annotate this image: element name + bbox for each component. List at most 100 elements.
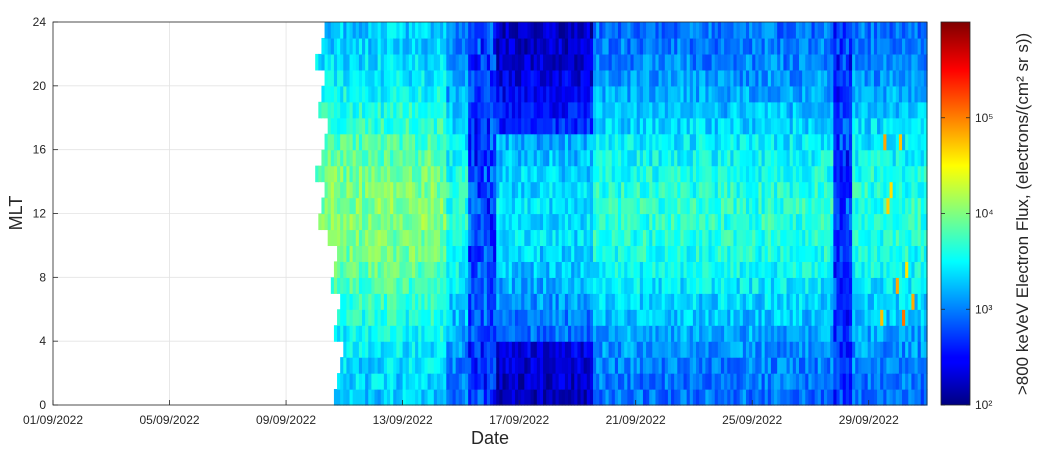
heatmap-cell [877, 229, 881, 247]
heatmap-cell [839, 357, 844, 374]
heatmap-cell [624, 293, 628, 310]
heatmap-cell [436, 197, 441, 215]
heatmap-cell [633, 101, 638, 119]
heatmap-cell [724, 261, 728, 278]
heatmap-cell [564, 229, 569, 247]
heatmap-cell [555, 117, 560, 135]
heatmap-cell [480, 37, 485, 55]
heatmap-cell [705, 245, 710, 262]
heatmap-cell [602, 133, 607, 151]
heatmap-cell [440, 373, 444, 390]
heatmap-cell [873, 341, 878, 358]
heatmap-cell [386, 261, 391, 278]
heatmap-cell [436, 165, 441, 183]
heatmap-cell [362, 85, 366, 103]
heatmap-cell [524, 53, 529, 71]
heatmap-cell [402, 325, 407, 342]
heatmap-cell [352, 293, 357, 310]
heatmap-cell [411, 245, 416, 262]
heatmap-cell [820, 261, 825, 278]
heatmap-cell [674, 165, 678, 183]
heatmap-cell [920, 389, 925, 406]
heatmap-cell [855, 133, 859, 151]
heatmap-cell [780, 325, 785, 342]
heatmap-cell [577, 37, 582, 55]
heatmap-cell [677, 261, 682, 278]
heatmap-cell [839, 325, 844, 342]
heatmap-cell [845, 165, 850, 183]
heatmap-cell [599, 309, 603, 326]
heatmap-cell [614, 165, 619, 183]
heatmap-cell [536, 213, 541, 231]
heatmap-cell [471, 325, 475, 342]
heatmap-cell [827, 37, 831, 55]
heatmap-cell [792, 357, 797, 374]
heatmap-cell [596, 341, 600, 358]
heatmap-cell [521, 245, 525, 262]
heatmap-cell [864, 389, 869, 406]
heatmap-cell [711, 22, 716, 39]
heatmap-cell [877, 277, 881, 294]
heatmap-cell [708, 133, 713, 151]
heatmap-cell [842, 69, 847, 87]
heatmap-cell [580, 309, 585, 326]
heatmap-cell [486, 181, 491, 199]
heatmap-cell [505, 325, 510, 342]
heatmap-cell [408, 261, 413, 278]
heatmap-cell [596, 309, 600, 326]
heatmap-cell [440, 325, 444, 342]
heatmap-cell [362, 149, 366, 167]
heatmap-cell [402, 181, 407, 199]
heatmap-cell [499, 133, 504, 151]
heatmap-cell [568, 37, 572, 55]
heatmap-cell [474, 101, 479, 119]
heatmap-cell [667, 117, 672, 135]
heatmap-cell [543, 213, 547, 231]
heatmap-cell [318, 53, 323, 71]
heatmap-cell [642, 293, 647, 310]
heatmap-cell [483, 373, 488, 390]
heatmap-cell [699, 133, 703, 151]
heatmap-cell [533, 101, 538, 119]
heatmap-cell [508, 37, 513, 55]
heatmap-cell [674, 373, 678, 390]
heatmap-cell [636, 197, 641, 215]
heatmap-cell [808, 245, 813, 262]
heatmap-cell [602, 213, 607, 231]
heatmap-cell [558, 213, 563, 231]
heatmap-cell [730, 85, 735, 103]
heatmap-cell [383, 261, 388, 278]
heatmap-cell [449, 149, 454, 167]
heatmap-cell [799, 85, 803, 103]
heatmap-cell [783, 149, 788, 167]
heatmap-cell [767, 149, 772, 167]
heatmap-cell [561, 213, 566, 231]
heatmap-cell [736, 37, 741, 55]
heatmap-cell [767, 373, 772, 390]
heatmap-cell [770, 149, 775, 167]
heatmap-cell [324, 85, 329, 103]
heatmap-cell [720, 357, 725, 374]
heatmap-cell [908, 293, 912, 310]
heatmap-cell [393, 245, 397, 262]
heatmap-cell [720, 117, 725, 135]
heatmap-cell [393, 325, 397, 342]
heatmap-cell [646, 37, 650, 55]
heatmap-cell [664, 309, 669, 326]
heatmap-cell [349, 389, 354, 406]
heatmap-cell [427, 341, 432, 358]
heatmap-cell [430, 341, 435, 358]
heatmap-cell [365, 165, 369, 183]
heatmap-cell [393, 341, 397, 358]
heatmap-cell [780, 69, 785, 87]
heatmap-cell [692, 165, 697, 183]
heatmap-cell [823, 69, 828, 87]
heatmap-cell [571, 149, 575, 167]
heatmap-cell [408, 165, 413, 183]
heatmap-cell [455, 181, 460, 199]
heatmap-cell [430, 325, 435, 342]
heatmap-cell [717, 37, 722, 55]
heatmap-cell [752, 37, 756, 55]
heatmap-cell [814, 85, 819, 103]
